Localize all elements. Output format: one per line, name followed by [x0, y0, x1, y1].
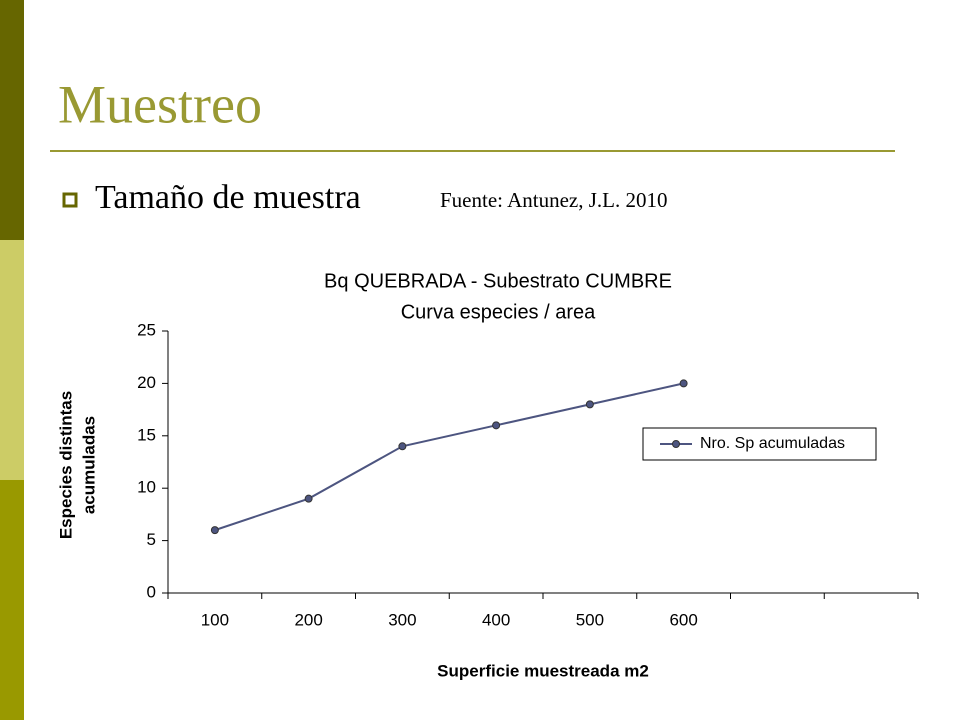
y-tick-label: 20	[137, 373, 156, 392]
x-tick-label: 200	[294, 610, 322, 629]
sidebar-mid	[0, 240, 24, 480]
y-axis-label: Especies distintas	[56, 391, 75, 539]
series-line	[214, 382, 684, 532]
x-axis-label: Superficie muestreada m2	[437, 661, 649, 680]
data-point	[398, 442, 407, 451]
data-point	[585, 400, 594, 409]
slide-title: Muestreo	[58, 74, 262, 134]
legend-marker	[672, 440, 680, 448]
x-tick-label: 300	[388, 610, 416, 629]
x-tick-label: 400	[482, 610, 510, 629]
bullet-text: Tamaño de muestra	[95, 179, 361, 216]
data-point	[210, 526, 219, 535]
source-text: Fuente: Antunez, J.L. 2010	[440, 188, 667, 212]
y-tick-label: 25	[137, 320, 156, 339]
sidebar-top	[0, 0, 24, 240]
y-tick-label: 0	[147, 582, 156, 601]
chart-title: Bq QUEBRADA - Subestrato CUMBRE	[324, 270, 672, 292]
data-point	[679, 379, 688, 388]
chart-subtitle: Curva especies / area	[401, 301, 596, 323]
x-tick-label: 500	[576, 610, 604, 629]
y-tick-label: 15	[137, 425, 156, 444]
x-tick-label: 100	[201, 610, 229, 629]
sidebar-bottom	[0, 480, 24, 720]
data-point	[492, 421, 501, 430]
y-tick-label: 5	[147, 530, 156, 549]
legend-label: Nro. Sp acumuladas	[700, 435, 845, 452]
y-axis-label: acumuladas	[79, 416, 98, 514]
y-tick-label: 10	[137, 478, 156, 497]
bullet-icon	[62, 192, 78, 208]
data-point	[304, 494, 313, 503]
x-tick-label: 600	[669, 610, 697, 629]
